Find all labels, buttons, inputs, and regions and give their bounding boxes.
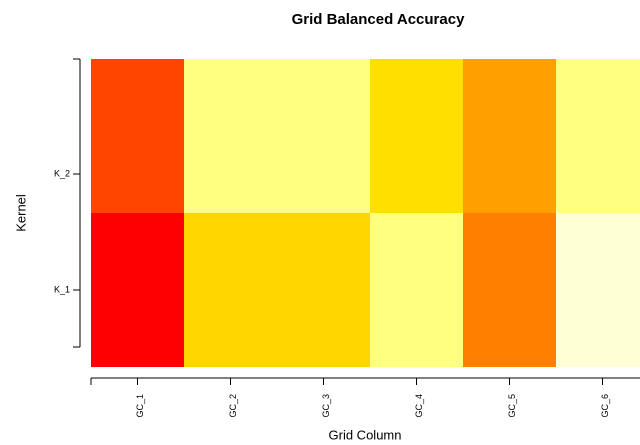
heat-cell (556, 59, 640, 213)
x-tick-label: GC_4 (414, 394, 424, 418)
y-axis-label: Kernel (13, 194, 28, 232)
chart-title: Grid Balanced Accuracy (292, 11, 466, 28)
heat-cell (91, 59, 184, 213)
x-tick-label: GC_6 (600, 394, 610, 418)
heat-cell (184, 213, 277, 367)
heat-cell (370, 59, 463, 213)
heat-cell (277, 213, 370, 367)
y-tick-label: K_2 (54, 168, 70, 178)
x-tick-label: GC_3 (321, 394, 331, 418)
heat-cell (463, 59, 556, 213)
heat-cell (370, 213, 463, 367)
heat-cell (91, 213, 184, 367)
x-axis-label: Grid Column (329, 427, 402, 442)
x-tick-label: GC_5 (507, 394, 517, 418)
heat-cell (556, 213, 640, 367)
heat-cell (184, 59, 277, 213)
heat-cell (463, 213, 556, 367)
x-tick-label: GC_1 (135, 394, 145, 418)
y-tick-label: K_1 (54, 284, 70, 294)
heat-cell (277, 59, 370, 213)
x-tick-label: GC_2 (228, 394, 238, 418)
